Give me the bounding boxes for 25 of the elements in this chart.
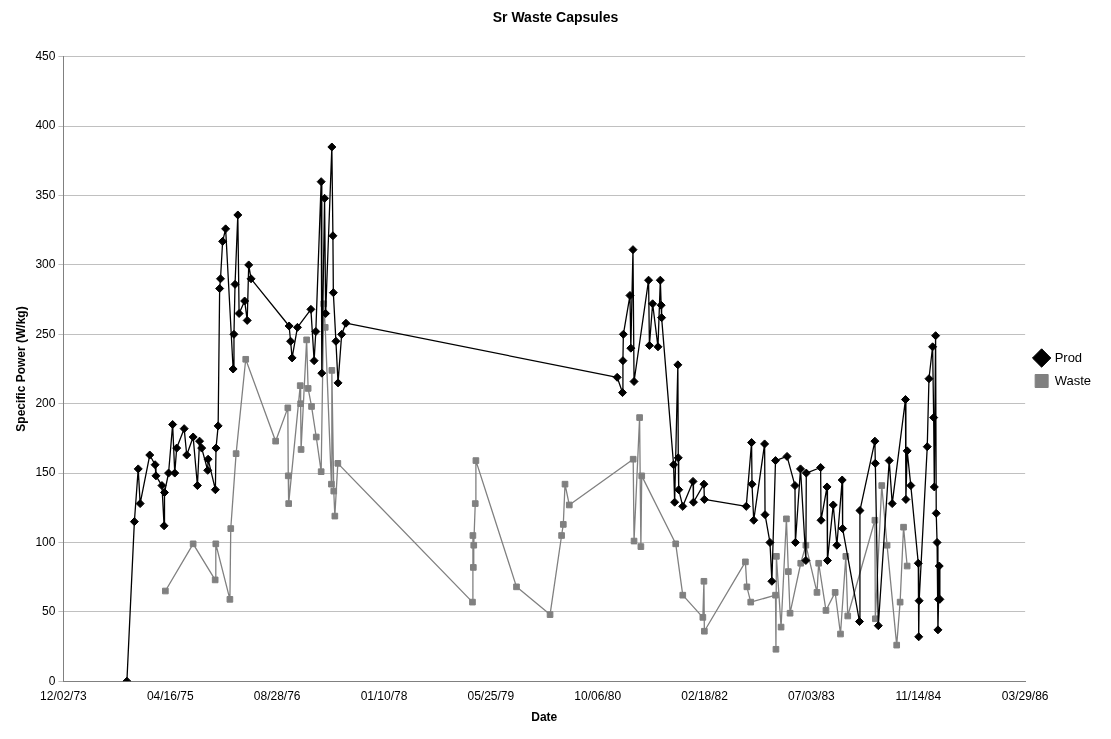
y-tick-label: 50 [42, 604, 56, 619]
x-tick-label: 01/10/78 [360, 688, 408, 703]
x-axis-title: Date [531, 710, 558, 725]
x-tick-label: 10/06/80 [574, 688, 622, 703]
x-tick-label: 07/03/83 [788, 688, 836, 703]
y-tick-label: 0 [48, 673, 56, 688]
legend-label: Prod [1054, 349, 1083, 365]
y-tick-label: 250 [35, 326, 56, 341]
y-tick-label: 200 [35, 396, 56, 410]
y-tick-label: 400 [35, 118, 56, 133]
x-tick-label: 12/02/73 [40, 688, 88, 703]
x-tick-label: 11/14/84 [895, 688, 942, 703]
y-tick-label: 350 [35, 187, 56, 202]
x-tick-label: 05/25/79 [467, 688, 515, 703]
y-axis-title: Specific Power (W/kg) [13, 306, 28, 432]
x-tick-label: 08/28/76 [253, 688, 301, 703]
x-tick-label: 04/16/75 [146, 688, 194, 703]
y-tick-label: 300 [35, 257, 56, 272]
x-tick-label: 02/18/82 [681, 688, 729, 703]
y-tick-label: 450 [35, 49, 56, 64]
legend-label: Waste [1054, 372, 1091, 388]
y-tick-label: 150 [35, 465, 56, 480]
x-tick-label: 03/29/86 [1001, 688, 1049, 703]
chart-title: Sr Waste Capsules [492, 9, 619, 26]
y-tick-label: 100 [35, 534, 56, 549]
